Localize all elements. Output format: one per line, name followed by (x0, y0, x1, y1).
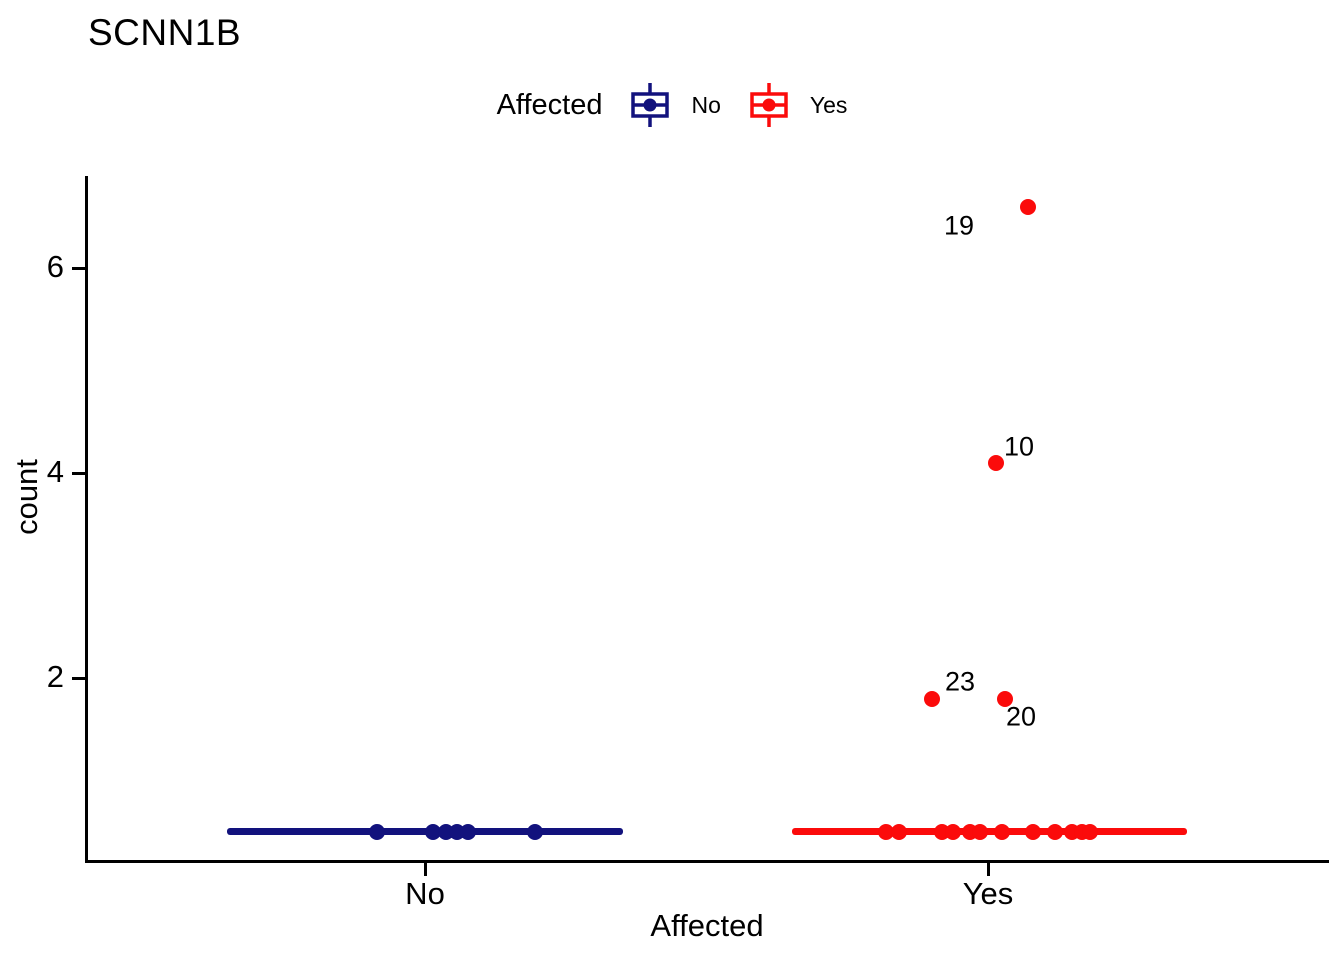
data-point-yes (994, 823, 1010, 840)
y-axis-title: count (9, 459, 44, 535)
legend-item-yes: Yes (745, 82, 848, 128)
data-point-no (460, 823, 476, 840)
data-point-yes (945, 823, 961, 840)
legend-item-no: No (626, 82, 721, 128)
legend-label-yes: Yes (809, 91, 848, 118)
x-tick-label: Yes (962, 876, 1014, 911)
boxplot-key-icon (631, 83, 670, 127)
data-point-yes (1020, 198, 1036, 215)
data-point-no (369, 823, 385, 840)
y-tick-label: 4 (46, 454, 64, 489)
legend-title: Affected (496, 88, 603, 121)
y-tick-mark (72, 472, 86, 475)
data-point-yes (1047, 823, 1063, 840)
y-tick-mark (72, 677, 86, 680)
boxplot-key-icon (750, 83, 788, 127)
median-line-yes (792, 828, 1187, 836)
x-tick-label: No (405, 876, 445, 911)
x-tick-mark (424, 863, 427, 876)
data-point-no (527, 823, 543, 840)
x-axis-line (85, 860, 1329, 863)
point-label-19: 19 (943, 210, 975, 241)
point-label-20: 20 (1005, 701, 1037, 732)
data-point-yes (878, 823, 894, 840)
data-point-yes (988, 454, 1004, 471)
y-axis-line (85, 176, 88, 863)
y-tick-mark (72, 267, 86, 270)
point-label-23: 23 (944, 666, 976, 697)
data-point-no (425, 823, 441, 840)
legend-label-no: No (691, 91, 721, 118)
data-point-yes (924, 690, 940, 707)
data-point-yes (1025, 823, 1041, 840)
y-tick-label: 2 (46, 659, 64, 694)
data-point-yes (972, 823, 988, 840)
data-point-yes (997, 690, 1013, 707)
x-axis-title: Affected (650, 908, 764, 943)
x-tick-mark (987, 863, 990, 876)
data-point-yes (1082, 823, 1098, 840)
plot-title: SCNN1B (88, 12, 242, 53)
y-tick-label: 6 (46, 249, 64, 284)
legend: Affected No Yes (0, 82, 1344, 128)
data-point-yes (891, 823, 907, 840)
point-label-10: 10 (1003, 431, 1035, 462)
